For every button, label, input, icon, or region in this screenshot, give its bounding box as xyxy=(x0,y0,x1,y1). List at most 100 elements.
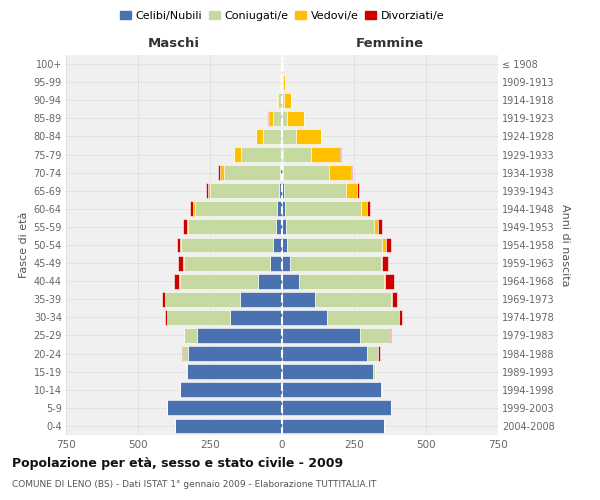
Bar xyxy=(360,328,390,343)
Bar xyxy=(220,165,224,180)
Bar xyxy=(180,238,181,252)
Bar xyxy=(381,256,382,270)
Bar xyxy=(166,292,240,306)
Bar xyxy=(263,129,281,144)
Bar xyxy=(277,202,282,216)
Bar xyxy=(183,220,187,234)
Text: Popolazione per età, sesso e stato civile - 2009: Popolazione per età, sesso e stato civil… xyxy=(12,458,343,470)
Bar xyxy=(373,364,375,379)
Bar xyxy=(218,165,220,180)
Bar xyxy=(278,93,282,108)
Bar xyxy=(374,220,379,234)
Bar xyxy=(184,256,270,270)
Legend: Celibi/Nubili, Coniugati/e, Vedovi/e, Divorziati/e: Celibi/Nubili, Coniugati/e, Vedovi/e, Di… xyxy=(120,11,444,21)
Bar xyxy=(386,238,391,252)
Bar xyxy=(282,328,360,343)
Bar xyxy=(206,184,208,198)
Bar xyxy=(281,74,282,90)
Bar xyxy=(230,310,282,325)
Bar xyxy=(167,400,282,415)
Bar xyxy=(167,310,230,325)
Bar xyxy=(178,256,182,270)
Bar xyxy=(240,292,282,306)
Bar xyxy=(326,310,398,325)
Bar xyxy=(399,310,402,325)
Bar xyxy=(296,129,320,144)
Bar xyxy=(275,220,282,234)
Bar xyxy=(281,147,282,162)
Bar xyxy=(287,111,304,126)
Bar xyxy=(182,346,188,361)
Bar xyxy=(379,220,382,234)
Bar xyxy=(282,274,299,288)
Bar xyxy=(384,274,385,288)
Bar xyxy=(280,165,282,180)
Bar xyxy=(367,346,379,361)
Bar xyxy=(282,202,285,216)
Bar xyxy=(176,238,180,252)
Bar xyxy=(274,238,282,252)
Bar xyxy=(184,328,197,343)
Bar xyxy=(390,328,391,343)
Bar xyxy=(283,147,311,162)
Bar xyxy=(273,111,282,126)
Bar xyxy=(282,364,373,379)
Bar xyxy=(282,184,284,198)
Bar xyxy=(277,93,278,108)
Bar xyxy=(284,184,346,198)
Bar xyxy=(257,274,282,288)
Bar xyxy=(282,220,286,234)
Bar xyxy=(282,238,287,252)
Bar xyxy=(193,202,195,216)
Bar xyxy=(286,220,374,234)
Bar xyxy=(175,418,282,434)
Bar xyxy=(285,202,361,216)
Bar xyxy=(367,202,370,216)
Bar xyxy=(361,202,367,216)
Text: Maschi: Maschi xyxy=(148,36,200,50)
Bar xyxy=(269,111,273,126)
Bar xyxy=(287,238,382,252)
Bar xyxy=(187,220,188,234)
Bar xyxy=(235,147,241,162)
Bar xyxy=(162,292,165,306)
Bar xyxy=(282,93,284,108)
Bar xyxy=(180,274,257,288)
Bar xyxy=(180,382,282,397)
Bar xyxy=(282,111,287,126)
Bar xyxy=(256,129,263,144)
Bar xyxy=(299,274,384,288)
Bar xyxy=(283,165,329,180)
Bar xyxy=(208,184,210,198)
Bar xyxy=(182,256,184,270)
Bar xyxy=(282,310,326,325)
Bar xyxy=(186,364,187,379)
Bar xyxy=(282,382,382,397)
Bar xyxy=(385,274,394,288)
Bar xyxy=(392,292,397,306)
Bar xyxy=(188,220,275,234)
Y-axis label: Fasce di età: Fasce di età xyxy=(19,212,29,278)
Bar xyxy=(195,202,277,216)
Bar xyxy=(382,238,386,252)
Bar xyxy=(181,238,274,252)
Bar xyxy=(329,165,351,180)
Bar xyxy=(282,346,367,361)
Bar xyxy=(351,165,352,180)
Bar xyxy=(165,310,167,325)
Bar xyxy=(282,400,391,415)
Text: COMUNE DI LENO (BS) - Dati ISTAT 1° gennaio 2009 - Elaborazione TUTTITALIA.IT: COMUNE DI LENO (BS) - Dati ISTAT 1° genn… xyxy=(12,480,376,489)
Bar xyxy=(358,184,359,198)
Bar xyxy=(197,328,282,343)
Bar xyxy=(188,346,282,361)
Bar xyxy=(382,256,388,270)
Bar xyxy=(379,346,380,361)
Bar xyxy=(210,184,279,198)
Bar xyxy=(282,165,283,180)
Bar xyxy=(224,165,280,180)
Bar xyxy=(187,364,282,379)
Bar xyxy=(279,184,282,198)
Bar xyxy=(282,292,315,306)
Bar xyxy=(290,256,381,270)
Bar xyxy=(282,418,384,434)
